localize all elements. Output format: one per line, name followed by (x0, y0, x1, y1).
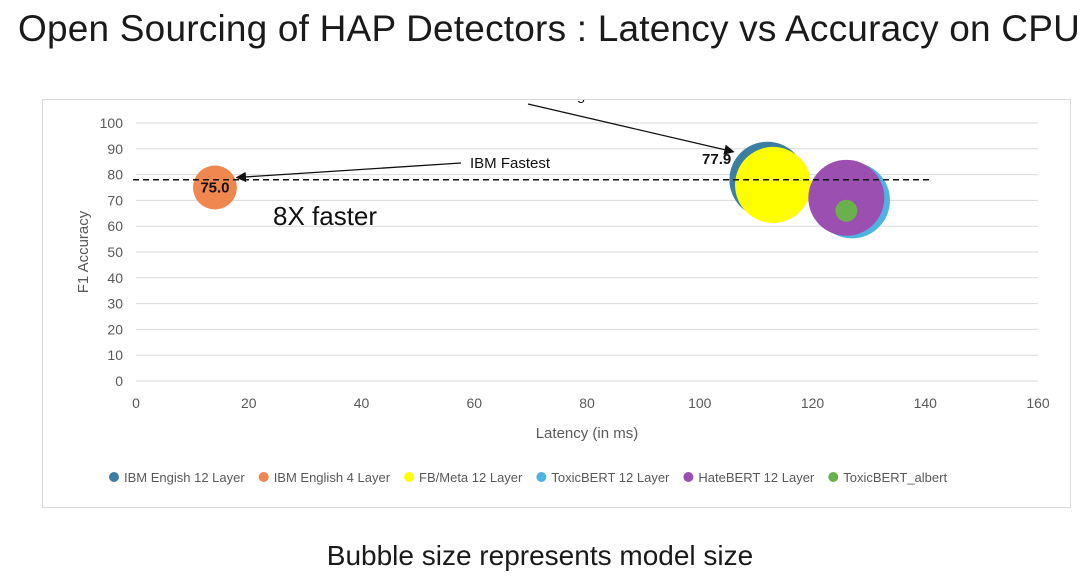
y-tick-label: 0 (115, 373, 123, 389)
y-tick-label: 20 (107, 321, 123, 337)
legend-marker (536, 472, 547, 482)
x-tick-label: 0 (132, 395, 140, 411)
legend-label: ToxicBERT_albert (843, 470, 947, 485)
y-axis-title: F1 Accuracy (75, 210, 92, 293)
legend-marker (258, 472, 269, 482)
y-tick-label: 70 (107, 192, 123, 208)
bubble (192, 165, 237, 210)
bubble (835, 199, 858, 222)
bubble (808, 159, 885, 236)
y-tick-label: 50 (107, 244, 123, 260)
y-tick-label: 60 (107, 218, 123, 234)
legend-marker (828, 472, 839, 482)
x-tick-label: 160 (1026, 395, 1050, 411)
x-tick-label: 100 (688, 395, 712, 411)
x-tick-label: 40 (354, 395, 370, 411)
x-tick-label: 140 (914, 395, 938, 411)
x-tick-label: 80 (579, 395, 595, 411)
bubble (735, 146, 812, 223)
x-tick-label: 20 (241, 395, 257, 411)
annotation-arrow (527, 103, 735, 155)
x-axis-title: Latency (in ms) (536, 425, 639, 442)
legend-label: IBM English 4 Layer (274, 470, 391, 485)
y-tick-label: 80 (107, 167, 123, 183)
x-tick-label: 120 (801, 395, 825, 411)
legend-marker (109, 472, 119, 482)
annotation-8x-faster: 8X faster (273, 201, 377, 231)
y-tick-label: 40 (107, 270, 123, 286)
legend-marker (683, 472, 694, 482)
bubble-size-note: Bubble size represents model size (326, 540, 754, 571)
annotation-best-performing: IBM Best Performing (447, 100, 585, 104)
legend-label: FB/Meta 12 Layer (419, 470, 523, 485)
y-tick-label: 90 (107, 141, 123, 157)
x-tick-label: 60 (466, 395, 482, 411)
chart-frame: 0 10 20 30 40 50 60 70 80 90 100 0 20 40 60 80 100 120 140… (42, 99, 1071, 508)
legend-label: HateBERT 12 Layer (698, 470, 815, 485)
bubble-chart: 0 10 20 30 40 50 60 70 80 90 100 0 20 40 60 80 100 120 140… (75, 100, 1050, 485)
data-label: 77.9 (702, 151, 731, 168)
y-tick-label: 30 (107, 296, 123, 312)
data-label: 75.0 (200, 180, 229, 197)
legend-label: ToxicBERT 12 Layer (551, 470, 670, 485)
legend-marker (404, 472, 415, 482)
legend-label: IBM Engish 12 Layer (124, 470, 245, 485)
slide-title: Open Sourcing of HAP Detectors : Latency… (18, 8, 1080, 49)
annotation-fastest: IBM Fastest (470, 155, 551, 172)
annotation-arrow (235, 162, 462, 183)
y-tick-label: 100 (100, 115, 124, 131)
y-tick-label: 10 (107, 347, 123, 363)
